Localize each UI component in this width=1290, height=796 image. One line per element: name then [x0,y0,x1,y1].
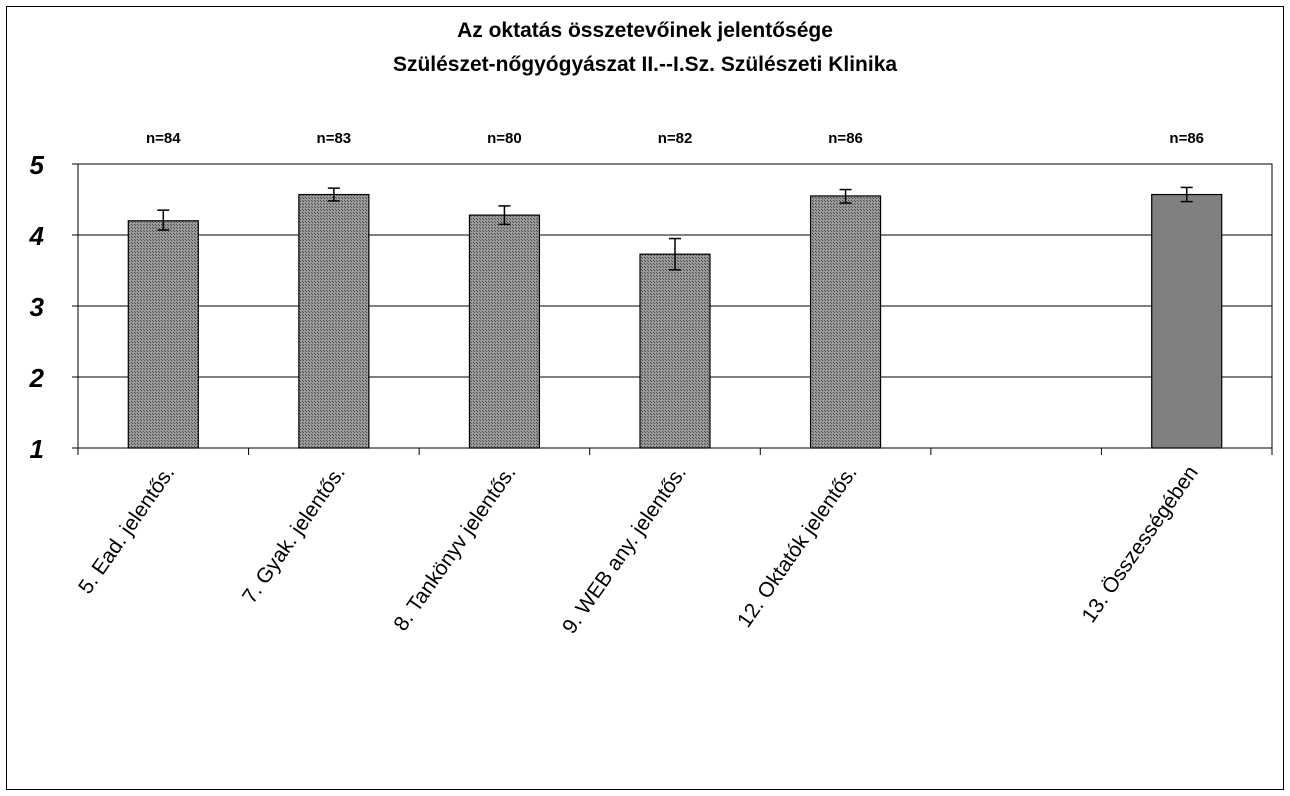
bar [468,214,541,449]
x-tick-label: 12. Oktatók jelentős. [733,462,862,632]
chart-title: Az oktatás összetevőinek jelentősége [457,19,833,42]
y-tick-label: 2 [29,363,45,393]
sample-size-label: n=84 [146,130,181,147]
y-tick-label: 4 [29,221,45,251]
x-tick-label: 9. WEB any. jelentős. [558,462,691,638]
x-tick-label: 7. Gyak. jelentős. [238,462,350,608]
chart-subtitle: Szülészet-nőgyógyászat II.--I.Sz. Szülés… [392,53,898,76]
y-tick-label: 5 [30,150,45,180]
sample-size-label: n=82 [658,130,693,147]
bar [1151,193,1223,449]
x-tick-label: 8. Tankönyv jelentős. [389,462,520,636]
bar [809,195,882,449]
y-tick-label: 3 [30,292,45,322]
sample-size-label: n=80 [487,130,522,147]
bar [639,253,711,449]
y-tick-label: 1 [30,434,44,464]
x-tick-label: 5. Ead. jelentős. [74,462,179,599]
sample-size-label: n=86 [1169,130,1204,147]
bar [127,220,199,449]
bar [298,193,370,449]
sample-size-label: n=86 [828,130,863,147]
sample-size-label: n=83 [317,130,352,147]
x-tick-label: 13. Összességében [1077,462,1202,627]
